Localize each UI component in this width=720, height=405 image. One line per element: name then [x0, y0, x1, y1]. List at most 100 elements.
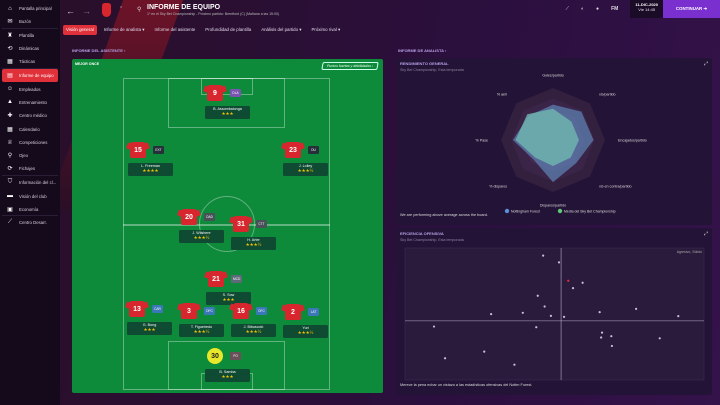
top-bar: ⟋ ◐ ● FM 11-DIC-2020 Vie 14:45 CONTINUAR…	[566, 0, 720, 18]
scatter-point[interactable]	[490, 313, 493, 316]
sidebar-item-training[interactable]: ▲ Entrenamiento	[2, 96, 58, 109]
player-shirt[interactable]: 15	[130, 142, 146, 158]
radar-chart: Goles/partido xG/partido Encajados/partido…	[476, 74, 647, 214]
sidebar-item-development[interactable]: ⟋ Centro Desarr.	[2, 216, 58, 229]
player-card[interactable]: H. Arter ★★★½	[231, 237, 276, 250]
tab-1[interactable]: Informe de analista ▾	[103, 27, 145, 32]
sidebar-item-medical[interactable]: ✚ Centro médico	[2, 109, 58, 122]
sidebar-item-tactics[interactable]: ▦ Tácticas	[2, 56, 58, 69]
tab-4[interactable]: Análisis del partido ▾	[261, 27, 302, 32]
sidebar-item-shirt[interactable]: ♜ Plantilla	[2, 29, 58, 42]
sidebar-item-home[interactable]: ⌂ Pantalla principal	[2, 2, 58, 15]
player-name: B. Assombalonga	[213, 107, 242, 111]
sidebar-item-transfers[interactable]: ⟳ Fichajes	[2, 163, 58, 177]
edit-icon[interactable]: ⟋	[565, 6, 570, 12]
sidebar-item-staff[interactable]: ☺ Empleados	[2, 82, 58, 95]
search-icon[interactable]: ⚲	[137, 7, 142, 13]
card-footer: We are performing above average across t…	[400, 213, 488, 217]
sidebar: ⌂ Pantalla principal ✉ Buzón ♜ Plantilla ⟲ Diná…	[0, 0, 60, 405]
player-shirt[interactable]: 3	[181, 303, 197, 319]
player-card[interactable]: J. Bibusović ★★★½	[231, 324, 276, 337]
strengths-weaknesses-button[interactable]: Puntos fuertes y debilidades ›	[321, 62, 379, 70]
player-shirt[interactable]: 30	[207, 348, 223, 364]
assistant-report-link[interactable]: INFORME DEL ASISTENTE ›	[72, 48, 126, 53]
scatter-point[interactable]	[543, 305, 546, 308]
settings-icon[interactable]: ◐	[581, 6, 585, 12]
scatter-point[interactable]	[635, 307, 638, 310]
player-name: S. Sow	[222, 293, 235, 297]
scatter-point[interactable]	[677, 315, 680, 318]
player-card[interactable]: B. Samba ★★★	[205, 369, 250, 382]
continue-button[interactable]: CONTINUAR ➜	[663, 0, 720, 18]
player-shirt[interactable]: 2	[285, 304, 301, 320]
help-icon[interactable]: ●	[596, 6, 600, 12]
player-card[interactable]: G. Bong ★★★	[127, 322, 172, 335]
scatter-point[interactable]	[610, 335, 613, 338]
tab-3[interactable]: Profundidad de plantilla	[205, 27, 252, 32]
scatter-point[interactable]	[658, 337, 661, 340]
player-card[interactable]: Yuri ★★★½	[283, 325, 328, 338]
player-card[interactable]: B. Assombalonga ★★★	[205, 106, 250, 119]
offensive-efficiency-card: EFICIENCIA OFENSIVA Sky Bet Championship…	[397, 228, 712, 395]
scatter-point[interactable]	[581, 281, 584, 284]
player-shirt[interactable]: 13	[129, 301, 145, 317]
sidebar-item-inbox[interactable]: ✉ Buzón	[2, 15, 58, 29]
sidebar-item-dynamics[interactable]: ⟲ Dinámicas	[2, 42, 58, 55]
time: Vie 14:45	[638, 7, 656, 12]
scatter-point[interactable]	[600, 331, 604, 334]
tab-5[interactable]: Próximo rival ▾	[311, 27, 341, 32]
back-button[interactable]: ←	[66, 6, 75, 16]
player-shirt[interactable]: 23	[285, 142, 301, 158]
expand-icon[interactable]: ⤢	[703, 231, 708, 237]
sidebar-item-label: Empleados	[19, 86, 41, 92]
scatter-point[interactable]	[562, 315, 566, 319]
player-name: Yuri	[302, 326, 309, 330]
fm-menu-button[interactable]: FM	[611, 6, 619, 12]
player-shirt[interactable]: 31	[233, 216, 249, 232]
scatter-point[interactable]	[549, 314, 553, 317]
club-switch-icon[interactable]: ⌃	[119, 6, 124, 12]
sidebar-item-finance[interactable]: ▣ Economía	[2, 203, 58, 217]
home-icon: ⌂	[8, 5, 12, 12]
star-rating: ★★★½	[297, 330, 314, 335]
sidebar-item-label: Economía	[19, 206, 39, 212]
player-shirt[interactable]: 16	[233, 303, 249, 319]
player-shirt[interactable]: 20	[181, 209, 197, 225]
player-card[interactable]: S. Sow ★★★	[206, 292, 251, 305]
scatter-point[interactable]	[557, 261, 561, 264]
scatter-point[interactable]	[598, 311, 601, 314]
tab-0[interactable]: Visión general	[63, 25, 97, 35]
card-footer: Merece la pena echar un vistazo a las es…	[400, 383, 533, 387]
player-card[interactable]: L. Freeman ★★★★	[128, 163, 173, 176]
scatter-point[interactable]	[483, 350, 486, 353]
scatter-point[interactable]	[610, 344, 614, 348]
scatter-point[interactable]	[535, 326, 538, 329]
scatter-point[interactable]	[542, 254, 545, 257]
player-shirt[interactable]: 21	[208, 271, 224, 287]
sidebar-item-club-vision[interactable]: ▬ Visión del club	[2, 189, 58, 202]
player-shirt[interactable]: 9	[207, 85, 223, 101]
sidebar-item-club-info[interactable]: ⛉ Información del cl...	[2, 176, 58, 189]
scatter-point[interactable]	[443, 357, 447, 360]
scatter-point[interactable]	[513, 363, 516, 366]
scatter-point[interactable]	[571, 287, 575, 290]
club-crest-icon[interactable]	[102, 3, 111, 17]
sidebar-item-calendar[interactable]: ▦ Calendario	[2, 123, 58, 136]
scatter-point[interactable]	[536, 294, 539, 297]
player-card[interactable]: J. Lolley ★★★½	[283, 163, 328, 176]
analyst-report-link[interactable]: INFORME DE ANALISTA ›	[398, 48, 447, 53]
forward-button[interactable]: →	[82, 6, 91, 16]
sidebar-item-report[interactable]: ▤ Informe de equipo	[2, 68, 58, 83]
player-card[interactable]: T. Figueiredo ★★★½	[179, 324, 224, 337]
expand-icon[interactable]: ⤢	[703, 61, 708, 67]
team-point[interactable]	[567, 279, 570, 282]
sidebar-item-trophy[interactable]: ♕ Competiciones	[2, 136, 58, 149]
pitch-outline	[123, 78, 330, 390]
scatter-point[interactable]	[521, 311, 524, 314]
sidebar-item-scouting[interactable]: ⚲ Ojeo	[2, 149, 58, 162]
scatter-point[interactable]	[432, 325, 436, 328]
scatter-point[interactable]	[600, 336, 603, 339]
tab-2[interactable]: Informe del asistente	[154, 27, 196, 32]
dynamics-icon: ⟲	[7, 46, 13, 53]
player-card[interactable]: J. Wilshere ★★★½	[179, 230, 224, 243]
